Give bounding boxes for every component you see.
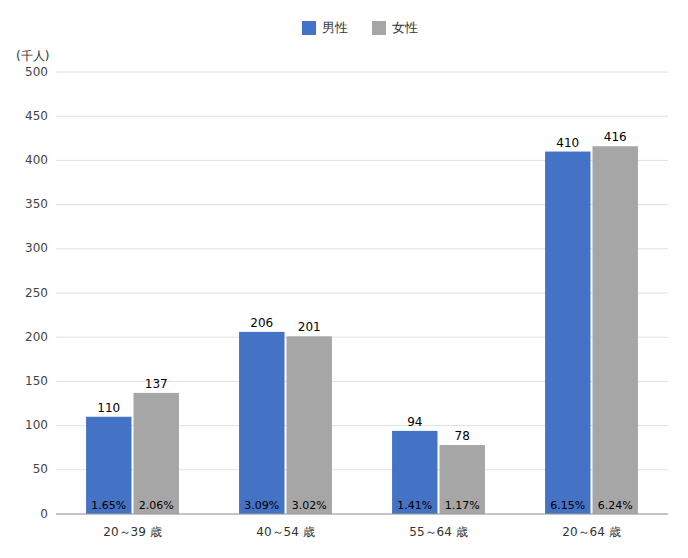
bar — [545, 152, 590, 514]
grid-line — [56, 116, 668, 117]
legend-swatch — [302, 21, 316, 35]
legend-label: 男性 — [322, 20, 348, 35]
y-tick-label: 0 — [40, 507, 48, 521]
data-label: 110 — [97, 401, 120, 415]
bar — [134, 393, 179, 514]
data-label: 78 — [455, 429, 470, 443]
y-axis: 0 50 100 150 200 250 300 350 400 450 500 — [25, 65, 48, 521]
y-tick-label: 450 — [25, 109, 48, 123]
grid-line — [56, 72, 668, 73]
share-label: 2.06% — [139, 499, 174, 512]
share-label: 6.24% — [598, 499, 633, 512]
y-tick-label: 150 — [25, 374, 48, 388]
bar — [593, 146, 638, 514]
y-tick-label: 250 — [25, 286, 48, 300]
share-label: 1.41% — [397, 499, 432, 512]
share-label: 6.15% — [550, 499, 585, 512]
x-axis: 20～39 歳 40～54 歳 55～64 歳 20～64 歳 — [56, 514, 668, 539]
legend-item: 女性 — [372, 20, 418, 36]
x-axis-line — [56, 514, 668, 515]
share-label: 3.09% — [244, 499, 279, 512]
grid — [56, 72, 668, 514]
legend-item: 男性 — [302, 20, 348, 36]
y-tick-label: 100 — [25, 418, 48, 432]
bar — [287, 336, 332, 514]
x-tick-label: 40～54 歳 — [256, 525, 314, 539]
chart: 0 50 100 150 200 250 300 350 400 450 500 110 1.65% 20… — [0, 0, 688, 558]
data-label: 94 — [407, 415, 422, 429]
bar — [86, 417, 131, 514]
legend: 男性 女性 — [302, 20, 418, 36]
x-tick-label: 55～64 歳 — [409, 525, 467, 539]
y-axis-label: (千人) — [16, 49, 49, 63]
bar — [440, 445, 485, 514]
y-tick-label: 200 — [25, 330, 48, 344]
data-label: 416 — [604, 130, 627, 144]
data-label: 137 — [145, 377, 168, 391]
x-tick-label: 20～39 歳 — [103, 525, 161, 539]
share-label: 1.65% — [91, 499, 126, 512]
share-label: 3.02% — [292, 499, 327, 512]
y-tick-label: 400 — [25, 153, 48, 167]
data-label: 206 — [250, 316, 273, 330]
labels: 110 1.65% 206 3.09% 94 1.41% 410 6.15% 137 2.06% 2… — [91, 130, 632, 512]
legend-label: 女性 — [392, 20, 418, 35]
y-tick-label: 300 — [25, 241, 48, 255]
bars — [86, 146, 638, 514]
grid-line — [56, 514, 668, 515]
data-label: 410 — [556, 136, 579, 150]
share-label: 1.17% — [445, 499, 480, 512]
y-tick-label: 500 — [25, 65, 48, 79]
data-label: 201 — [298, 320, 321, 334]
legend-swatch — [372, 21, 386, 35]
y-tick-label: 350 — [25, 197, 48, 211]
bar — [239, 332, 284, 514]
x-tick-label: 20～64 歳 — [562, 525, 620, 539]
bar — [392, 431, 437, 514]
y-tick-label: 50 — [33, 462, 48, 476]
